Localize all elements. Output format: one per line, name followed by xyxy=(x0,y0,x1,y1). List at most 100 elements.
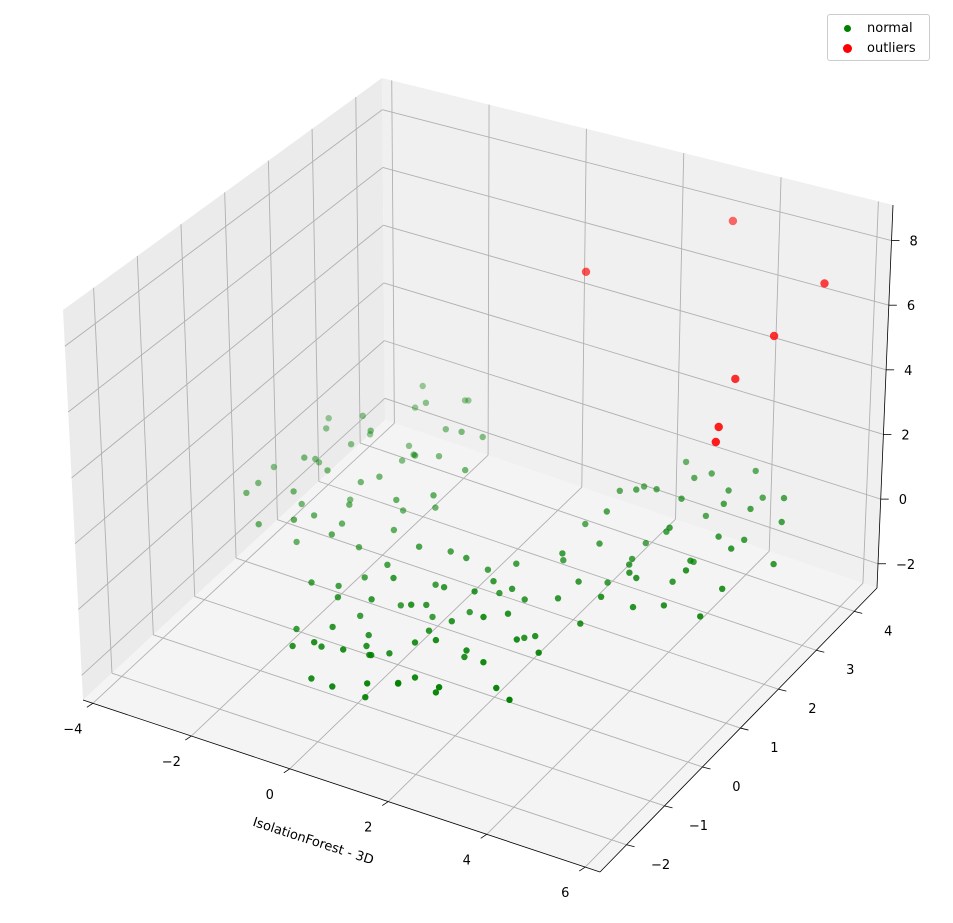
gridline-x-back xyxy=(487,104,490,456)
normal-point xyxy=(255,479,262,487)
normal-point xyxy=(390,574,397,582)
normal-point xyxy=(759,494,766,501)
normal-point xyxy=(290,488,297,495)
normal-point xyxy=(471,588,478,595)
normal-point xyxy=(419,382,426,390)
normal-point xyxy=(329,683,336,690)
normal-point xyxy=(682,458,690,466)
normal-point xyxy=(448,618,455,625)
normal-point xyxy=(513,560,520,567)
normal-point xyxy=(435,453,443,460)
normal-point xyxy=(432,636,440,644)
normal-point xyxy=(393,496,400,504)
normal-point xyxy=(669,578,676,585)
normal-point xyxy=(308,675,315,682)
normal-point xyxy=(365,631,372,639)
normal-point xyxy=(289,642,296,650)
normal-point xyxy=(660,602,668,609)
gridline-y-floor xyxy=(360,442,855,612)
x-tick-label: 4 xyxy=(463,853,471,868)
x-tick-label: 0 xyxy=(266,788,274,803)
normal-point xyxy=(559,550,566,557)
normal-point xyxy=(687,557,694,564)
y-tick-label: 3 xyxy=(846,663,854,678)
gridline-x-back xyxy=(768,177,782,552)
normal-point xyxy=(411,639,419,646)
normal-point xyxy=(461,653,468,661)
x-tick-mark xyxy=(86,702,94,708)
normal-point xyxy=(312,455,319,463)
normal-point xyxy=(458,428,465,435)
z-tick-label: 2 xyxy=(901,428,909,443)
outlier-point xyxy=(581,267,591,276)
x-tick-mark xyxy=(185,735,192,741)
x-tick-label: −2 xyxy=(162,755,181,770)
z-tick-label: −2 xyxy=(896,558,915,573)
normal-point xyxy=(577,620,584,627)
x-tick-label: −4 xyxy=(63,722,82,737)
y-tick-label: −1 xyxy=(689,819,708,834)
normal-point xyxy=(323,425,330,432)
tick-labels: −4 −2 0 2 4 6 −2 −1 0 1 2 3 4 −2 0 2 4 6 8 xyxy=(63,235,918,902)
gridline-x-floor xyxy=(486,550,770,835)
gridline-y-floor xyxy=(235,557,741,729)
outlier-point xyxy=(728,216,738,226)
gridline-y-left xyxy=(93,287,113,674)
normal-point xyxy=(408,601,415,608)
normal-point xyxy=(778,518,785,526)
normal-point xyxy=(484,566,492,573)
normal-point xyxy=(462,466,469,474)
gridline-z-left xyxy=(67,167,384,413)
gridline-z-back xyxy=(382,109,892,241)
x-tick-mark xyxy=(283,768,291,774)
normal-point xyxy=(255,521,262,528)
normal-point xyxy=(359,412,366,419)
normal-point xyxy=(461,397,469,404)
normal-point xyxy=(463,647,470,654)
normal-point xyxy=(653,486,660,493)
normal-point xyxy=(442,426,449,433)
y-tick-label: 0 xyxy=(732,780,740,795)
normal-point xyxy=(398,457,406,464)
normal-point xyxy=(411,674,419,681)
z-tick-label: 8 xyxy=(910,235,918,250)
x-tick-label: 6 xyxy=(561,886,569,901)
gridline-y-floor xyxy=(111,672,627,846)
gridline-z-back xyxy=(383,224,887,371)
normal-point xyxy=(741,536,748,543)
normal-point xyxy=(243,489,250,497)
normal-point xyxy=(447,548,454,555)
normal-point xyxy=(328,531,335,538)
outlier-point xyxy=(769,331,779,341)
gridline-z-left xyxy=(81,398,386,676)
y-tick-mark xyxy=(778,688,787,692)
normal-point xyxy=(368,651,375,659)
normal-point xyxy=(405,442,413,449)
y-tick-mark xyxy=(664,805,673,809)
normal-point xyxy=(493,684,500,692)
normal-point xyxy=(616,487,623,494)
normal-point xyxy=(504,610,512,617)
gridline-y-left xyxy=(355,97,361,444)
normal-point xyxy=(747,505,754,513)
normal-point xyxy=(432,504,439,511)
normal-point xyxy=(338,520,346,527)
y-axis-line xyxy=(599,587,878,873)
gridline-y-left xyxy=(267,160,278,520)
gridline-x-back xyxy=(862,201,879,584)
normal-point xyxy=(411,404,419,411)
normal-point xyxy=(642,539,649,547)
normal-point xyxy=(666,524,673,531)
normal-point xyxy=(315,459,323,466)
legend-item-outliers: outliers xyxy=(828,39,916,57)
normal-point xyxy=(691,474,698,482)
normal-point xyxy=(628,555,636,563)
gridline-z-left xyxy=(74,282,385,545)
normal-point xyxy=(633,486,640,493)
normal-point xyxy=(432,581,439,588)
gridline-x-floor xyxy=(289,486,583,770)
normal-point xyxy=(506,696,513,703)
normal-point xyxy=(596,540,603,547)
normal-point xyxy=(362,694,369,701)
normal-point xyxy=(368,596,375,603)
